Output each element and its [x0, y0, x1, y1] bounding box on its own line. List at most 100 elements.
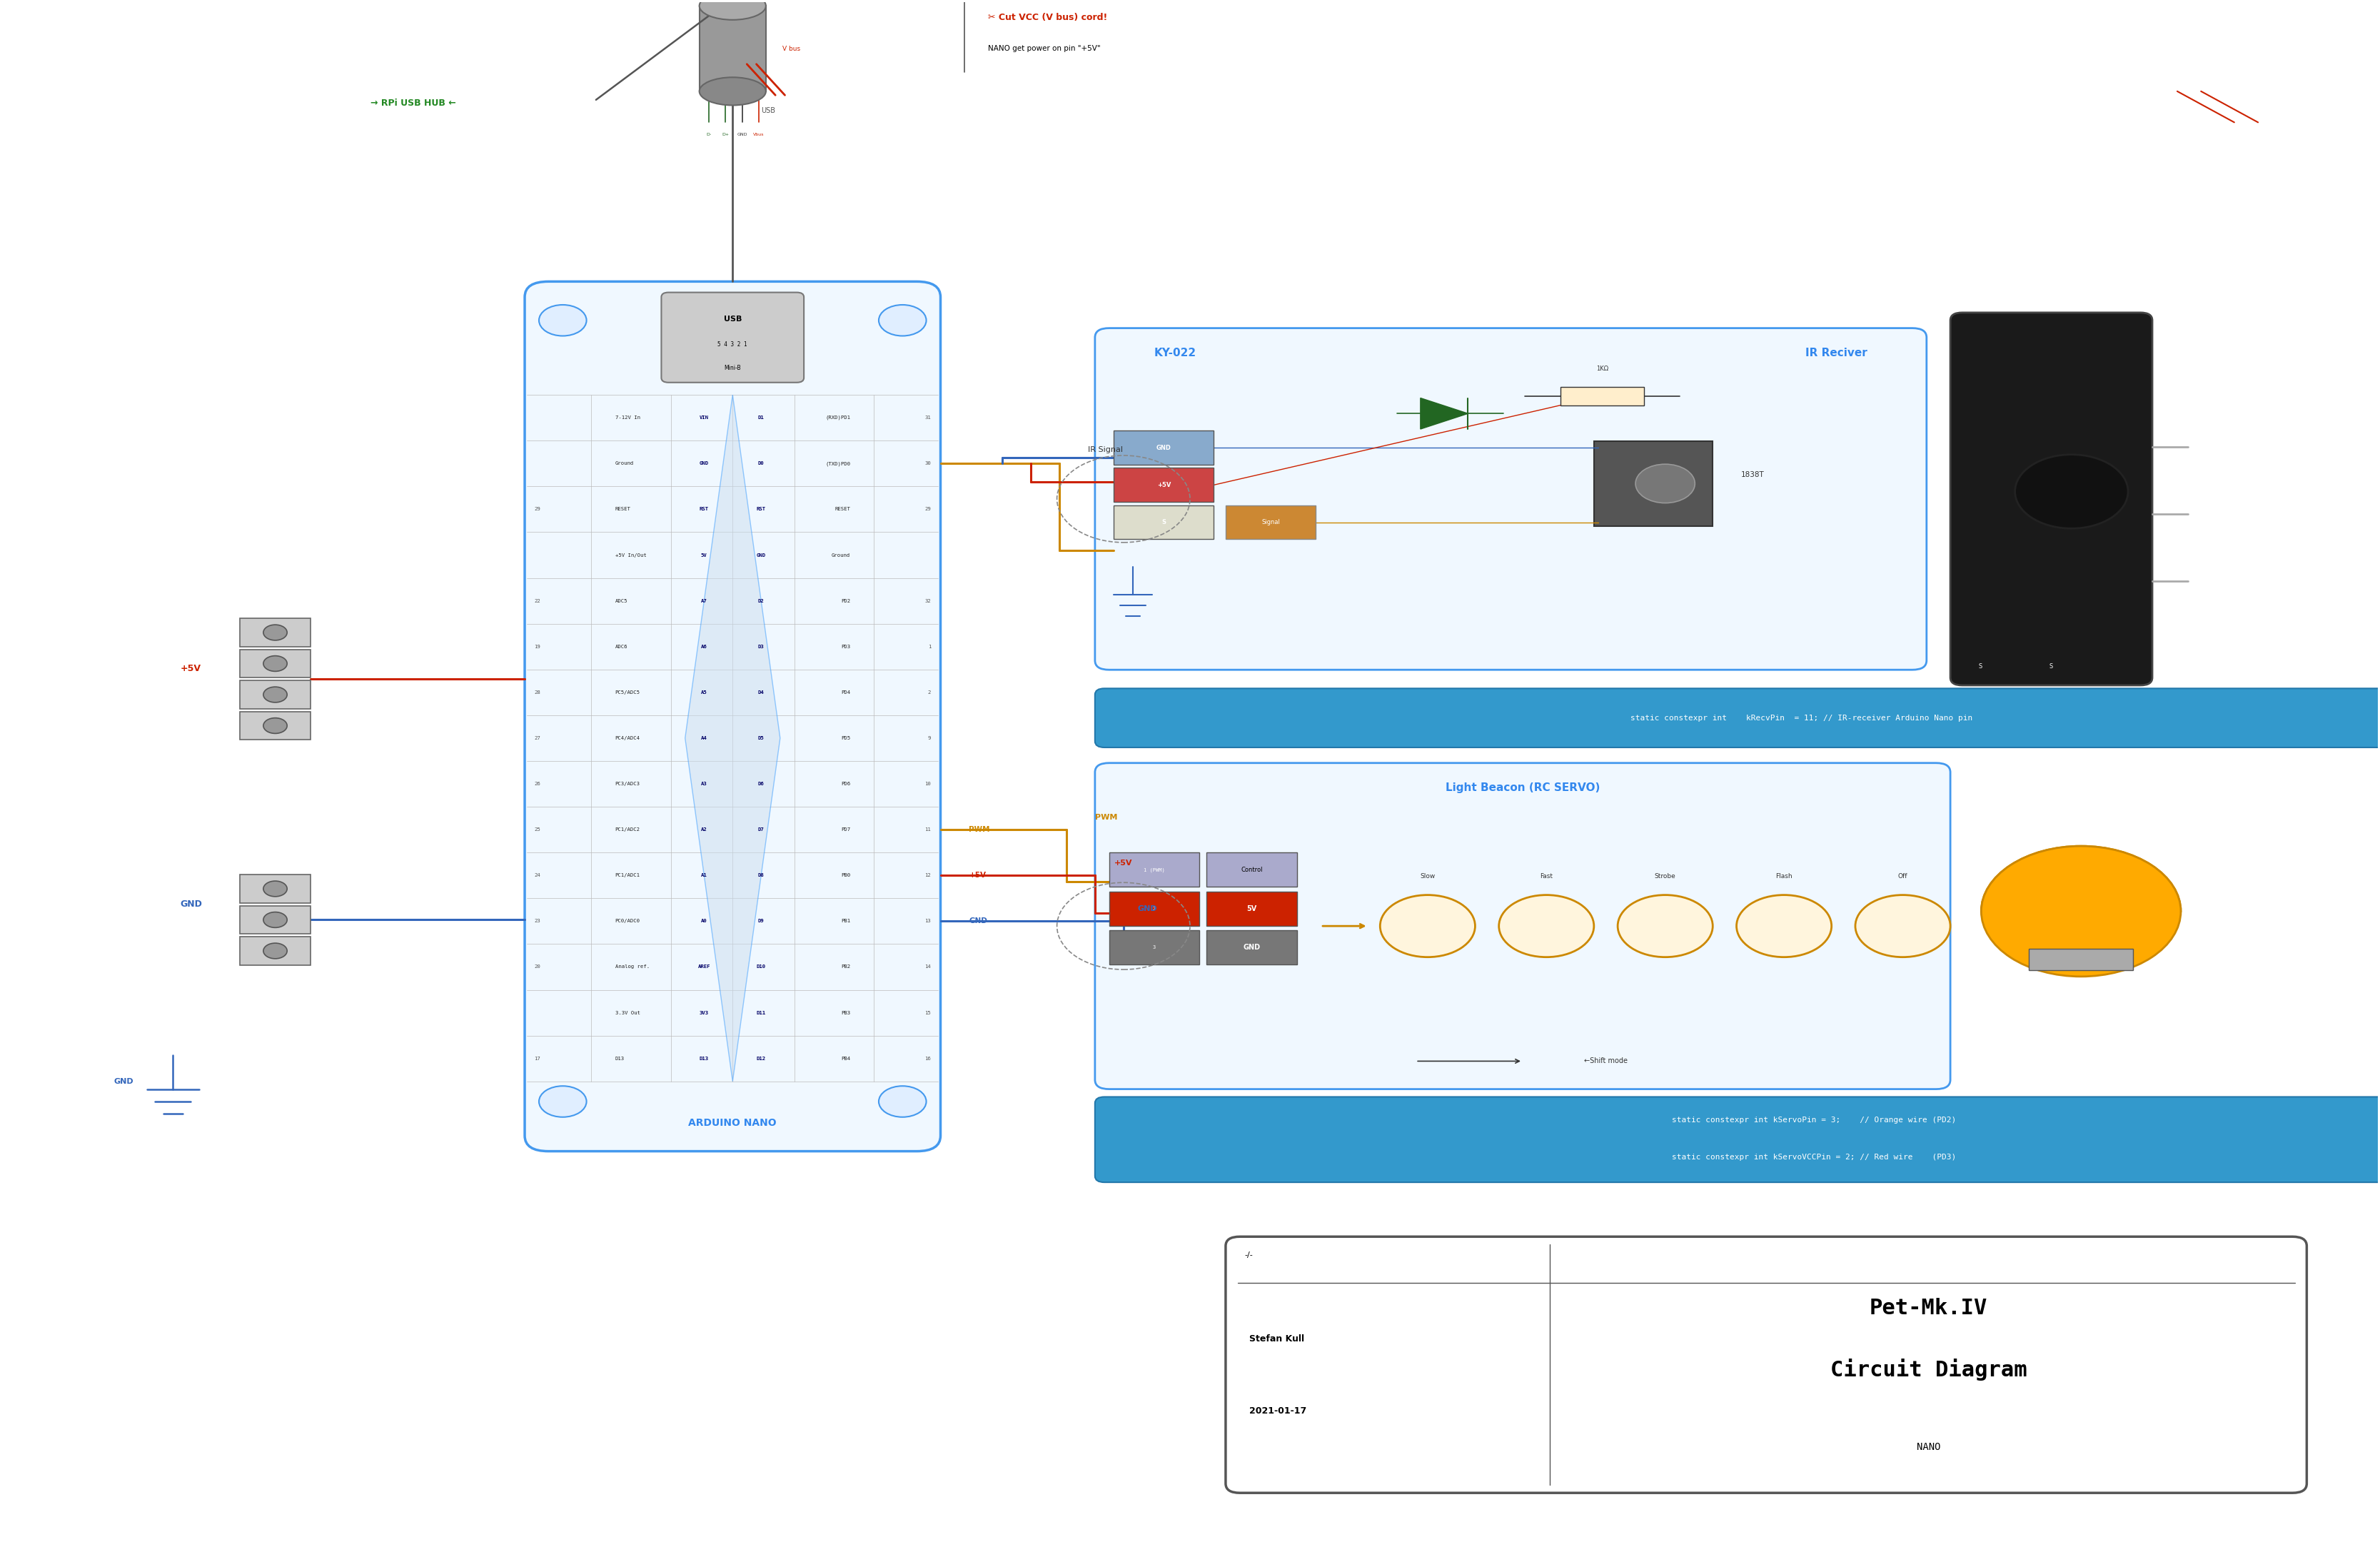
Text: static constexpr int kServoPin = 3;    // Orange wire (PD2): static constexpr int kServoPin = 3; // O…	[1671, 1116, 1956, 1124]
Text: D12: D12	[757, 1056, 766, 1060]
Text: GND: GND	[969, 917, 988, 925]
Text: -/-: -/-	[1245, 1252, 1252, 1260]
Bar	[1109, 892, 1200, 926]
Text: 2: 2	[1152, 906, 1157, 911]
Circle shape	[878, 1085, 926, 1116]
Bar	[1207, 931, 1297, 964]
Text: RESET: RESET	[614, 508, 631, 511]
Text: 1 (PWM): 1 (PWM)	[1145, 867, 1164, 872]
Polygon shape	[1421, 399, 1468, 430]
Text: D0: D0	[757, 461, 764, 466]
Text: 32: 32	[926, 599, 931, 603]
Text: D3: D3	[757, 645, 764, 649]
Text: S: S	[1978, 663, 1983, 670]
Text: 17: 17	[533, 1056, 540, 1060]
Text: 5 4 3 2 1: 5 4 3 2 1	[719, 341, 747, 347]
Text: GND: GND	[1242, 944, 1261, 951]
Text: D13: D13	[614, 1056, 624, 1060]
Text: 29: 29	[926, 508, 931, 511]
Text: 5V: 5V	[1247, 905, 1257, 912]
FancyBboxPatch shape	[662, 293, 804, 383]
Text: GND: GND	[114, 1077, 133, 1085]
Text: PB0: PB0	[840, 873, 850, 878]
Bar	[240, 937, 312, 965]
Circle shape	[264, 881, 288, 897]
Text: NANO: NANO	[1916, 1442, 1940, 1451]
Text: A1: A1	[702, 873, 707, 878]
Circle shape	[1635, 464, 1695, 503]
Text: PC1/ADC2: PC1/ADC2	[614, 827, 640, 831]
Circle shape	[2016, 455, 2128, 528]
Text: Pet-Mk.IV: Pet-Mk.IV	[1868, 1299, 1987, 1319]
Text: 7-12V In: 7-12V In	[614, 416, 640, 420]
Text: Light Beacon (RC SERVO): Light Beacon (RC SERVO)	[1445, 783, 1599, 793]
Text: PWM: PWM	[1095, 814, 1116, 821]
Text: static constexpr int    kRecvPin  = 11; // IR-receiver Arduino Nano pin: static constexpr int kRecvPin = 11; // I…	[1630, 715, 1973, 721]
Polygon shape	[685, 395, 781, 1082]
Text: A2: A2	[702, 827, 707, 831]
Text: GND: GND	[700, 461, 709, 466]
Circle shape	[264, 624, 288, 640]
Text: IR Reciver: IR Reciver	[1806, 347, 1868, 358]
Bar	[1207, 892, 1297, 926]
Text: D4: D4	[757, 690, 764, 694]
Text: 30: 30	[926, 461, 931, 466]
Text: USB: USB	[762, 107, 776, 114]
Text: 15: 15	[926, 1010, 931, 1015]
Text: Signal: Signal	[1261, 518, 1280, 525]
Text: Control: Control	[1240, 867, 1264, 873]
Text: → RPi USB HUB ←: → RPi USB HUB ←	[371, 98, 455, 107]
FancyBboxPatch shape	[1095, 1096, 2380, 1182]
Text: +5V In/Out: +5V In/Out	[614, 553, 647, 557]
Text: ARDUINO NANO: ARDUINO NANO	[688, 1118, 776, 1129]
Text: 2: 2	[928, 690, 931, 694]
Text: PD5: PD5	[840, 736, 850, 740]
Text: D+: D+	[721, 132, 728, 137]
Text: 13: 13	[926, 919, 931, 923]
Bar	[1114, 504, 1214, 539]
Circle shape	[1856, 895, 1949, 958]
Text: A6: A6	[702, 645, 707, 649]
Text: D5: D5	[757, 736, 764, 740]
FancyBboxPatch shape	[671, 395, 795, 1082]
Text: PC5/ADC5: PC5/ADC5	[614, 690, 640, 694]
Text: Slow: Slow	[1421, 873, 1435, 880]
Text: 25: 25	[533, 827, 540, 831]
Text: 3.3V Out: 3.3V Out	[614, 1010, 640, 1015]
FancyBboxPatch shape	[1095, 688, 2380, 747]
Text: 29: 29	[533, 508, 540, 511]
Bar	[240, 875, 312, 903]
Bar	[1109, 931, 1200, 964]
Text: AREF: AREF	[697, 965, 709, 968]
Text: 12: 12	[926, 873, 931, 878]
Text: Off: Off	[1897, 873, 1909, 880]
Text: +5V: +5V	[181, 663, 200, 673]
Bar	[1109, 853, 1200, 887]
Bar	[1207, 853, 1297, 887]
Text: Ground: Ground	[614, 461, 633, 466]
Bar	[240, 680, 312, 708]
Text: PC3/ADC3: PC3/ADC3	[614, 782, 640, 786]
Text: PB1: PB1	[840, 919, 850, 923]
Circle shape	[264, 687, 288, 702]
Text: USB: USB	[724, 316, 743, 322]
Wedge shape	[1980, 845, 2180, 911]
FancyBboxPatch shape	[524, 282, 940, 1151]
Text: D2: D2	[757, 599, 764, 603]
Text: A5: A5	[702, 690, 707, 694]
Circle shape	[264, 912, 288, 928]
Text: 16: 16	[926, 1056, 931, 1060]
Bar	[1114, 431, 1214, 466]
Text: PC4/ADC4: PC4/ADC4	[614, 736, 640, 740]
Text: PD2: PD2	[840, 599, 850, 603]
Text: PWM: PWM	[969, 827, 990, 833]
Text: Fast: Fast	[1540, 873, 1552, 880]
Circle shape	[538, 305, 585, 336]
Text: ✂ Cut VCC (V bus) cord!: ✂ Cut VCC (V bus) cord!	[988, 12, 1107, 22]
FancyBboxPatch shape	[1226, 1236, 2306, 1493]
Text: 19: 19	[533, 645, 540, 649]
Bar	[240, 906, 312, 934]
Bar	[1595, 441, 1714, 526]
Text: 26: 26	[533, 782, 540, 786]
Text: A0: A0	[702, 919, 707, 923]
